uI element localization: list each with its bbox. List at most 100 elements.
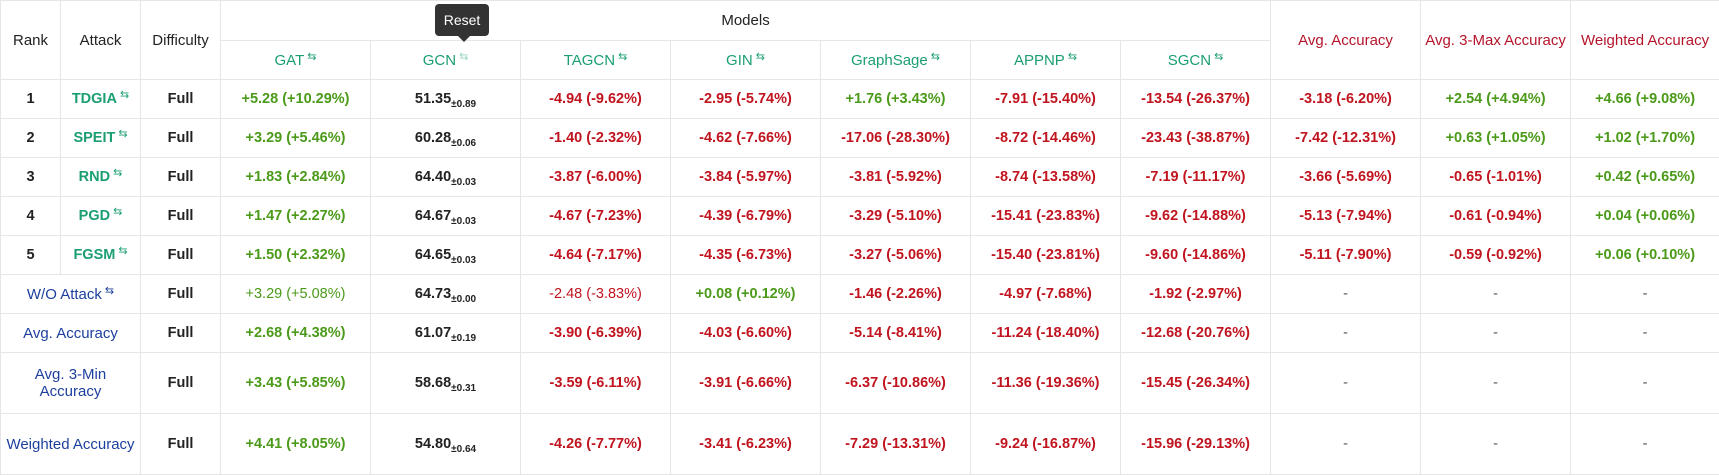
tagcn-cell: -4.67 (-7.23%) — [521, 197, 671, 236]
model-label: APPNP — [1014, 52, 1065, 69]
gcn-value: 60.28 — [415, 130, 451, 146]
model-label: SGCN — [1168, 52, 1211, 69]
difficulty-cell: Full — [141, 80, 221, 119]
model-header-sgcn[interactable]: SGCN⇆ — [1121, 41, 1271, 80]
weighted-accuracy-cell: +0.42 (+0.65%) — [1571, 158, 1719, 197]
sort-icon[interactable]: ⇆ — [756, 51, 765, 63]
sgcn-cell: -23.43 (-38.87%) — [1121, 119, 1271, 158]
table-row: 4 PGD⇆ Full +1.47 (+2.27%) 64.67±0.03 -4… — [1, 197, 1719, 236]
sort-icon[interactable]: ⇆ — [1068, 51, 1077, 63]
swap-icon[interactable]: ⇆ — [120, 89, 129, 101]
gat-cell: +3.29 (+5.08%) — [221, 275, 371, 314]
model-header-tagcn[interactable]: TAGCN⇆ — [521, 41, 671, 80]
attack-header: Attack — [61, 1, 141, 80]
swap-icon[interactable]: ⇆ — [113, 167, 122, 179]
rank-cell: 5 — [1, 236, 61, 275]
swap-icon[interactable]: ⇆ — [118, 245, 127, 257]
swap-icon[interactable]: ⇆ — [118, 128, 127, 140]
avg-3max-header[interactable]: Avg. 3-Max Accuracy — [1421, 1, 1571, 80]
model-header-gin[interactable]: GIN⇆ — [671, 41, 821, 80]
row-label[interactable]: W/O Attack — [27, 286, 102, 303]
gcn-std: ±0.06 — [451, 138, 476, 149]
weighted-accuracy-header[interactable]: Weighted Accuracy — [1571, 1, 1719, 80]
table-row-without-attack: W/O Attack⇆ Full +3.29 (+5.08%) 64.73±0.… — [1, 275, 1719, 314]
appnp-cell: -9.24 (-16.87%) — [971, 414, 1121, 475]
row-label-cell[interactable]: W/O Attack⇆ — [1, 275, 141, 314]
gat-cell: +1.47 (+2.27%) — [221, 197, 371, 236]
tagcn-cell: -3.59 (-6.11%) — [521, 353, 671, 414]
gcn-std: ±0.03 — [451, 216, 476, 227]
sort-icon[interactable]: ⇆ — [931, 51, 940, 63]
appnp-cell: -8.72 (-14.46%) — [971, 119, 1121, 158]
avg-accuracy-cell: -3.18 (-6.20%) — [1271, 80, 1421, 119]
gat-cell: +3.29 (+5.46%) — [221, 119, 371, 158]
sort-icon[interactable]: ⇆ — [618, 51, 627, 63]
weighted-accuracy-cell: - — [1571, 414, 1719, 475]
avg-accuracy-cell: - — [1271, 275, 1421, 314]
difficulty-cell: Full — [141, 353, 221, 414]
sort-icon[interactable]: ⇆ — [459, 51, 468, 63]
attack-cell[interactable]: FGSM⇆ — [61, 236, 141, 275]
attack-name[interactable]: RND — [79, 169, 110, 185]
attack-cell[interactable]: TDGIA⇆ — [61, 80, 141, 119]
table-row-avg-accuracy: Avg. Accuracy Full +2.68 (+4.38%) 61.07±… — [1, 314, 1719, 353]
attack-name[interactable]: TDGIA — [72, 91, 117, 107]
attack-name[interactable]: FGSM — [73, 247, 115, 263]
model-header-gcn[interactable]: GCN⇆ — [371, 41, 521, 80]
row-label-cell: Weighted Accuracy — [1, 414, 141, 475]
avg-3max-cell: - — [1421, 275, 1571, 314]
gcn-cell: 64.67±0.03 — [371, 197, 521, 236]
model-header-graphsage[interactable]: GraphSage⇆ — [821, 41, 971, 80]
model-header-appnp[interactable]: APPNP⇆ — [971, 41, 1121, 80]
sgcn-cell: -15.96 (-29.13%) — [1121, 414, 1271, 475]
tagcn-cell: -3.90 (-6.39%) — [521, 314, 671, 353]
gcn-value: 54.80 — [415, 436, 451, 452]
table-row: 1 TDGIA⇆ Full +5.28 (+10.29%) 51.35±0.89… — [1, 80, 1719, 119]
gcn-value: 64.67 — [415, 208, 451, 224]
avg-accuracy-header[interactable]: Avg. Accuracy — [1271, 1, 1421, 80]
gat-cell: +3.43 (+5.85%) — [221, 353, 371, 414]
graphsage-cell: +1.76 (+3.43%) — [821, 80, 971, 119]
sort-icon[interactable]: ⇆ — [307, 51, 316, 63]
attack-cell[interactable]: PGD⇆ — [61, 197, 141, 236]
gat-cell: +1.50 (+2.32%) — [221, 236, 371, 275]
gin-cell: -2.95 (-5.74%) — [671, 80, 821, 119]
sgcn-cell: -12.68 (-20.76%) — [1121, 314, 1271, 353]
graphsage-cell: -3.27 (-5.06%) — [821, 236, 971, 275]
model-header-gat[interactable]: GAT⇆ — [221, 41, 371, 80]
weighted-accuracy-cell: +1.02 (+1.70%) — [1571, 119, 1719, 158]
row-label: Avg. Accuracy — [23, 325, 118, 342]
table-row: 5 FGSM⇆ Full +1.50 (+2.32%) 64.65±0.03 -… — [1, 236, 1719, 275]
weighted-accuracy-cell: - — [1571, 314, 1719, 353]
swap-icon[interactable]: ⇆ — [113, 206, 122, 218]
graphsage-cell: -3.29 (-5.10%) — [821, 197, 971, 236]
attack-cell[interactable]: RND⇆ — [61, 158, 141, 197]
difficulty-cell: Full — [141, 158, 221, 197]
sort-icon[interactable]: ⇆ — [1214, 51, 1223, 63]
attack-name[interactable]: SPEIT — [73, 130, 115, 146]
avg-3max-cell: -0.59 (-0.92%) — [1421, 236, 1571, 275]
table-row: 3 RND⇆ Full +1.83 (+2.84%) 64.40±0.03 -3… — [1, 158, 1719, 197]
tagcn-cell: -4.26 (-7.77%) — [521, 414, 671, 475]
gcn-cell: 64.65±0.03 — [371, 236, 521, 275]
attack-cell[interactable]: SPEIT⇆ — [61, 119, 141, 158]
tagcn-cell: -2.48 (-3.83%) — [521, 275, 671, 314]
avg-3max-cell: - — [1421, 353, 1571, 414]
swap-icon[interactable]: ⇆ — [105, 285, 114, 297]
avg-accuracy-cell: - — [1271, 414, 1421, 475]
sgcn-cell: -9.62 (-14.88%) — [1121, 197, 1271, 236]
difficulty-cell: Full — [141, 314, 221, 353]
gcn-std: ±0.64 — [451, 444, 476, 455]
appnp-cell: -11.24 (-18.40%) — [971, 314, 1121, 353]
gat-cell: +2.68 (+4.38%) — [221, 314, 371, 353]
model-label: GCN — [423, 52, 456, 69]
graphsage-cell: -7.29 (-13.31%) — [821, 414, 971, 475]
table-row-avg-3min: Avg. 3-Min Accuracy Full +3.43 (+5.85%) … — [1, 353, 1719, 414]
gin-cell: -3.91 (-6.66%) — [671, 353, 821, 414]
avg-3max-cell: -0.65 (-1.01%) — [1421, 158, 1571, 197]
model-label: GAT — [275, 52, 305, 69]
gcn-std: ±0.31 — [451, 383, 476, 394]
weighted-accuracy-cell: +4.66 (+9.08%) — [1571, 80, 1719, 119]
gcn-value: 61.07 — [415, 325, 451, 341]
attack-name[interactable]: PGD — [79, 208, 110, 224]
